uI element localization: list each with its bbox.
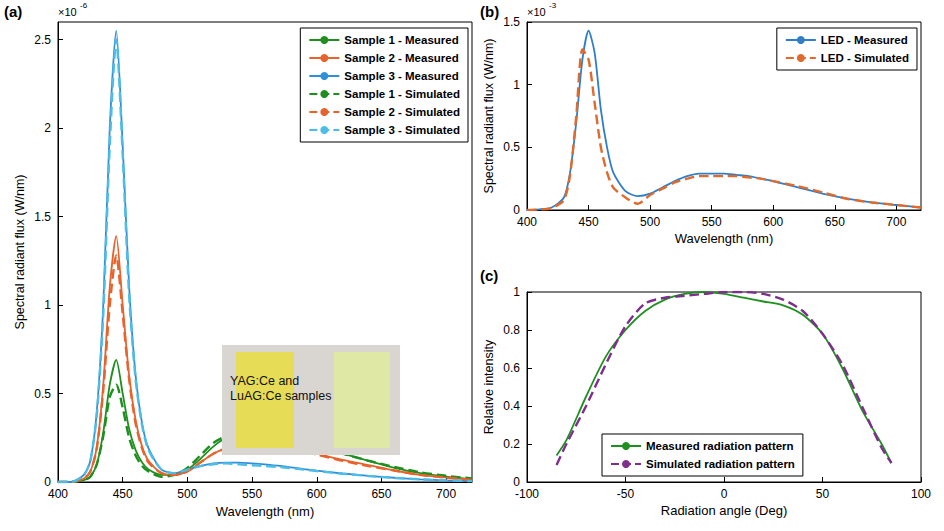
svg-text:(c): (c) <box>480 267 498 284</box>
svg-text:YAG:Ce and: YAG:Ce and <box>230 374 303 388</box>
svg-text:0: 0 <box>44 475 51 489</box>
svg-text:500: 500 <box>640 215 660 229</box>
svg-text:0.5: 0.5 <box>503 140 520 154</box>
svg-text:0: 0 <box>513 475 520 489</box>
svg-text:Sample 3 - Simulated: Sample 3 - Simulated <box>344 124 460 136</box>
svg-text:Wavelength (nm): Wavelength (nm) <box>216 504 315 519</box>
svg-text:700: 700 <box>436 487 456 501</box>
svg-text:(b): (b) <box>480 3 499 20</box>
svg-text:Relative intensity: Relative intensity <box>482 339 496 434</box>
svg-text:×10: ×10 <box>58 6 77 18</box>
svg-text:Spectral radiant flux (W/nm): Spectral radiant flux (W/nm) <box>482 39 496 194</box>
svg-text:LuAG:Ce samples: LuAG:Ce samples <box>230 389 331 403</box>
svg-text:Radiation angle (Deg): Radiation angle (Deg) <box>661 503 787 518</box>
svg-text:-6: -6 <box>80 1 88 10</box>
svg-text:400: 400 <box>48 487 68 501</box>
svg-text:0.5: 0.5 <box>34 387 51 401</box>
svg-text:Measured radiation pattern: Measured radiation pattern <box>646 440 794 452</box>
svg-text:1: 1 <box>513 285 520 299</box>
svg-text:500: 500 <box>177 487 197 501</box>
svg-text:Spectral radiant flux (W/nm): Spectral radiant flux (W/nm) <box>13 175 27 330</box>
svg-text:2: 2 <box>44 121 51 135</box>
svg-text:Sample 1 - Measured: Sample 1 - Measured <box>344 34 458 46</box>
svg-text:-50: -50 <box>617 487 635 501</box>
svg-text:600: 600 <box>307 487 327 501</box>
svg-text:Sample 2 - Simulated: Sample 2 - Simulated <box>344 106 460 118</box>
svg-text:0.4: 0.4 <box>503 399 520 413</box>
svg-text:50: 50 <box>816 487 830 501</box>
svg-text:550: 550 <box>702 215 722 229</box>
svg-text:LED - Simulated: LED - Simulated <box>821 52 909 64</box>
svg-text:LED - Measured: LED - Measured <box>821 34 908 46</box>
svg-text:×10: ×10 <box>527 6 546 18</box>
svg-text:1.5: 1.5 <box>503 15 520 29</box>
svg-text:450: 450 <box>113 487 133 501</box>
svg-text:(a): (a) <box>4 3 22 20</box>
svg-text:1: 1 <box>513 78 520 92</box>
svg-text:450: 450 <box>579 215 599 229</box>
svg-text:0: 0 <box>721 487 728 501</box>
svg-text:Sample 3 - Measured: Sample 3 - Measured <box>344 70 458 82</box>
svg-text:Sample 2 - Measured: Sample 2 - Measured <box>344 52 458 64</box>
svg-text:0.6: 0.6 <box>503 361 520 375</box>
svg-text:0: 0 <box>513 203 520 217</box>
svg-text:700: 700 <box>886 215 906 229</box>
svg-text:650: 650 <box>825 215 845 229</box>
svg-text:100: 100 <box>911 487 931 501</box>
svg-text:Simulated radiation pattern: Simulated radiation pattern <box>646 458 795 470</box>
svg-text:650: 650 <box>371 487 391 501</box>
svg-text:Wavelength (nm): Wavelength (nm) <box>675 231 774 246</box>
svg-text:2.5: 2.5 <box>34 33 51 47</box>
svg-text:-100: -100 <box>515 487 539 501</box>
svg-text:0.2: 0.2 <box>503 437 520 451</box>
svg-text:400: 400 <box>517 215 537 229</box>
svg-text:550: 550 <box>242 487 262 501</box>
svg-text:1: 1 <box>44 298 51 312</box>
svg-text:1.5: 1.5 <box>34 210 51 224</box>
svg-text:600: 600 <box>763 215 783 229</box>
svg-text:Sample 1 - Simulated: Sample 1 - Simulated <box>344 88 460 100</box>
svg-text:0.8: 0.8 <box>503 323 520 337</box>
svg-text:-3: -3 <box>549 1 557 10</box>
